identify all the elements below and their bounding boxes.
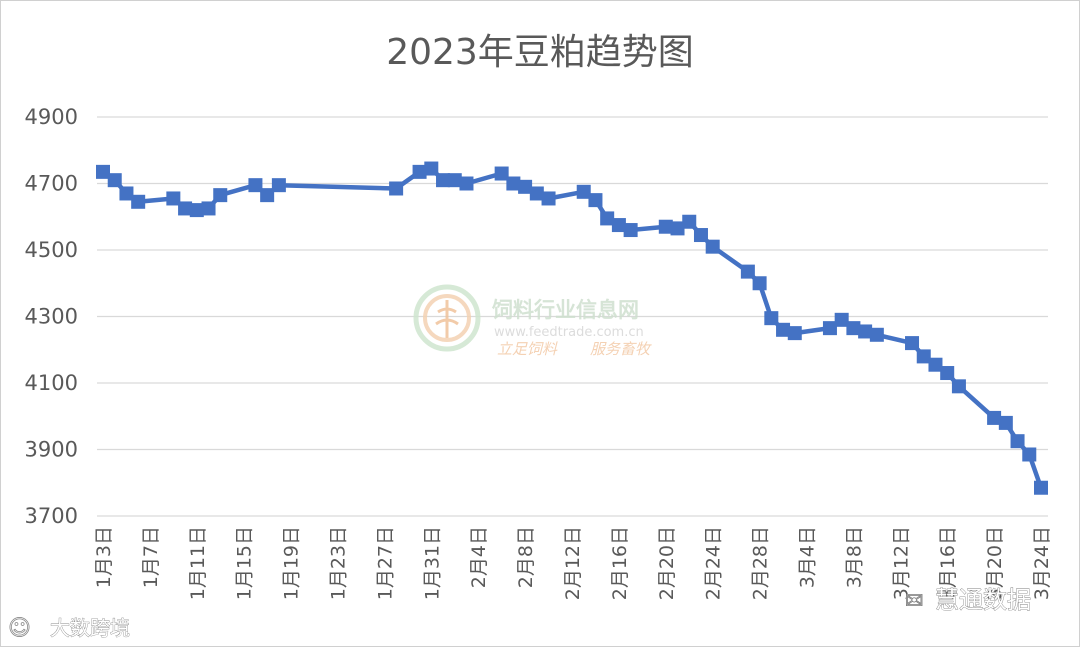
data-point <box>166 191 181 206</box>
x-tick-label: 3月8日 <box>843 526 865 588</box>
data-point <box>998 415 1013 430</box>
bottom-left-mark: ☺ 大数跨境 <box>8 616 131 642</box>
x-tick-label: 1月23日 <box>328 526 350 600</box>
x-tick-label: 3月12日 <box>890 526 912 600</box>
data-point <box>658 219 673 234</box>
data-point <box>119 186 134 201</box>
data-point <box>705 239 720 254</box>
data-point <box>940 366 955 381</box>
data-point <box>916 349 931 364</box>
data-point <box>869 327 884 342</box>
data-point <box>201 201 216 216</box>
y-tick-label: 3900 <box>25 438 78 462</box>
chart-title: 2023年豆粕趋势图 <box>386 32 694 73</box>
data-point <box>752 276 767 291</box>
data-point <box>494 166 509 181</box>
data-point <box>389 181 404 196</box>
data-point <box>905 336 920 351</box>
x-tick-label: 1月11日 <box>187 526 209 600</box>
data-point <box>131 194 146 209</box>
watermark: 饲料行业信息网 www.feedtrade.com.cn 立足饲料 服务畜牧 <box>413 284 652 358</box>
data-point <box>96 164 110 179</box>
x-tick-label: 3月4日 <box>797 526 819 588</box>
data-point <box>951 379 966 394</box>
data-point <box>600 211 615 226</box>
data-point <box>576 184 591 199</box>
data-point <box>248 178 263 193</box>
watermark-slogan-left: 立足饲料 <box>497 340 558 358</box>
x-tick-label: 2月4日 <box>468 526 490 588</box>
x-tick-label: 2月16日 <box>609 526 631 600</box>
weibo-icon: ☺ <box>8 616 31 641</box>
x-tick-label: 3月20日 <box>984 526 1006 600</box>
x-tick-label: 1月3日 <box>93 526 115 588</box>
data-point <box>271 178 286 193</box>
data-point <box>447 173 462 188</box>
data-point <box>682 214 697 229</box>
y-tick-label: 4300 <box>25 305 78 329</box>
data-point <box>623 223 638 238</box>
y-tick-label: 4700 <box>25 172 78 196</box>
data-point <box>189 203 204 218</box>
data-point <box>834 312 849 327</box>
data-point <box>588 193 603 208</box>
data-point <box>787 326 802 341</box>
watermark-slogan-right: 服务畜牧 <box>590 340 652 358</box>
bottom-left-text: 大数跨境 <box>50 616 130 640</box>
data-point <box>740 264 755 279</box>
x-tick-label: 1月19日 <box>281 526 303 600</box>
data-point <box>1034 480 1048 495</box>
x-tick-label: 1月27日 <box>374 526 396 600</box>
data-point <box>506 176 521 191</box>
x-tick-label: 1月31日 <box>421 526 443 600</box>
x-tick-label: 2月20日 <box>656 526 678 600</box>
x-tick-label: 3月16日 <box>937 526 959 600</box>
data-point <box>213 188 228 203</box>
watermark-url: www.feedtrade.com.cn <box>494 325 644 340</box>
x-tick-label: 2月12日 <box>562 526 584 600</box>
bottom-right-text: 慧通数据 <box>935 586 1031 614</box>
x-tick-label: 2月24日 <box>703 526 725 600</box>
data-point <box>987 410 1002 425</box>
watermark-name: 饲料行业信息网 <box>491 298 639 322</box>
data-point <box>611 218 626 233</box>
data-point <box>107 173 122 188</box>
x-tick-label: 1月15日 <box>234 526 256 600</box>
data-point <box>858 324 873 339</box>
data-point <box>260 188 275 203</box>
data-point <box>424 161 439 176</box>
x-tick-label: 3月24日 <box>1031 526 1053 600</box>
series-markers <box>96 161 1048 495</box>
data-point <box>928 357 943 372</box>
data-point <box>776 322 791 337</box>
data-point <box>822 321 837 336</box>
data-point <box>412 164 427 179</box>
y-tick-labels: 3700 3900 4100 4300 4500 4700 4900 <box>25 105 78 528</box>
data-point <box>529 186 544 201</box>
watermark-logo-icon <box>413 284 481 352</box>
bottom-right-mark: ✉ 慧通数据 <box>905 586 1032 615</box>
data-point <box>178 201 193 216</box>
x-tick-label: 2月28日 <box>750 526 772 600</box>
x-tick-label: 1月7日 <box>140 526 162 588</box>
y-tick-label: 4900 <box>25 105 78 129</box>
data-point <box>518 179 533 194</box>
data-point <box>846 321 861 336</box>
data-point <box>459 176 474 191</box>
data-point <box>1022 447 1037 462</box>
x-tick-labels: 1月3日 1月7日 1月11日 1月15日 1月19日 1月23日 1月27日 1月31日 2月… <box>93 526 1053 600</box>
data-point <box>693 228 708 243</box>
data-point <box>1010 434 1025 449</box>
data-point <box>670 221 685 236</box>
data-point <box>541 191 556 206</box>
data-point <box>764 311 779 326</box>
y-tick-label: 4100 <box>25 371 78 395</box>
y-tick-label: 4500 <box>25 238 78 262</box>
x-tick-label: 2月8日 <box>515 526 537 588</box>
y-tick-label: 3700 <box>25 504 78 528</box>
data-point <box>436 173 451 188</box>
wechat-icon: ✉ <box>905 589 923 614</box>
